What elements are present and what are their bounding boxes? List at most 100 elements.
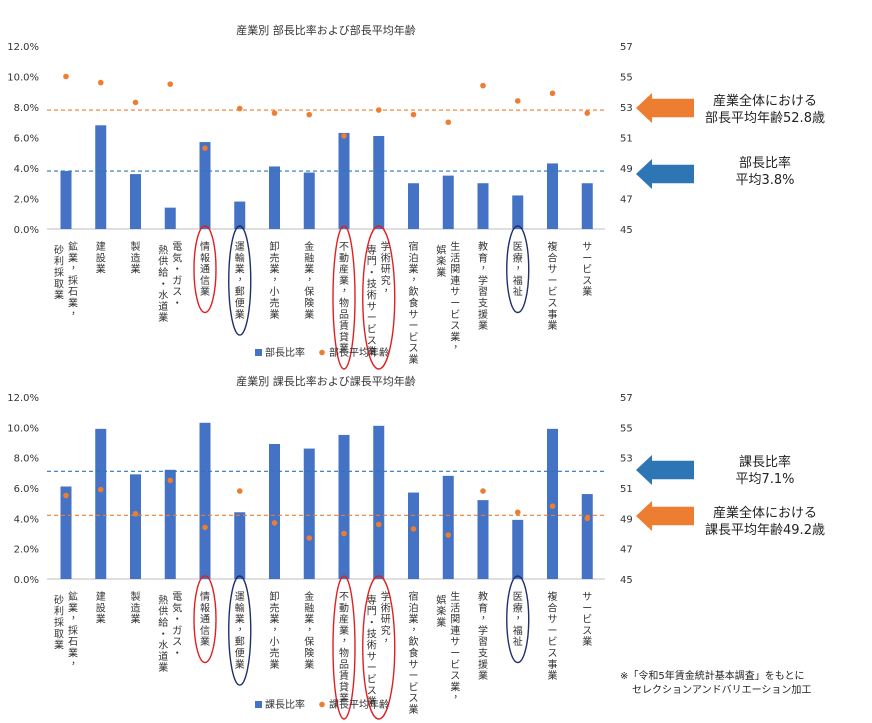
chart2-category-label-char: 業: [582, 635, 592, 648]
chart2-category-label-char: 賃: [339, 669, 349, 682]
chart2-age-dot: [167, 477, 174, 484]
chart2-category-label-char: ビ: [409, 681, 419, 693]
chart1-category-label-char: 術: [381, 251, 391, 264]
chart2-right-tick: 53: [620, 454, 633, 465]
chart2-category-label-char: ビ: [582, 614, 592, 626]
chart1-highlight-ellipse: [193, 225, 217, 314]
chart2-category-label-char: 便: [235, 647, 245, 660]
chart2-age-dot: [341, 530, 347, 537]
chart2-age-dot: [445, 532, 452, 538]
chart1-age-callout: 産業全体における 部長平均年齢52.8歳: [695, 93, 835, 127]
chart1-category-label-char: 連: [450, 274, 460, 287]
chart2-left-tick: 6.0%: [14, 484, 39, 495]
chart1-category-label: 鉱業，採石業，: [68, 240, 81, 317]
chart1-left-tick: 4.0%: [14, 164, 39, 175]
chart2-category-label-char: 支: [478, 648, 488, 660]
chart1-category-label-char: 療: [513, 251, 523, 264]
chart2-bar: [130, 474, 141, 579]
chart1-title: 産業別 部長比率および部長平均年齢: [236, 23, 416, 37]
chart1-highlight-ellipse: [332, 225, 356, 370]
chart1-right-tick: 49: [620, 164, 633, 175]
chart1-category-label-char: サ: [582, 241, 592, 253]
chart2-category-label: 電気・ガス・: [172, 591, 182, 660]
chart1-category-label-char: 鉱: [68, 240, 78, 253]
chart2-category-label-char: 業: [235, 613, 245, 626]
chart2-category-label-char: 学: [381, 590, 391, 603]
chart2-bar: [269, 444, 280, 579]
chart1-right-tick: 53: [620, 103, 633, 114]
chart2-bar: [512, 519, 524, 579]
chart2-bar: [338, 434, 350, 579]
chart2-category-label-char: 石: [68, 637, 78, 648]
chart1-category-label-char: 輸: [235, 251, 245, 264]
chart1-category-label-char: ス: [450, 321, 460, 332]
chart2-category-label-char: 関: [450, 614, 460, 626]
chart2-category-label-char: 売: [270, 601, 280, 614]
chart1-category-label: 電気・ガス・: [172, 241, 182, 310]
chart2-category-label-char: 熱: [158, 593, 168, 606]
chart1-age-callout-line1: 産業全体における: [712, 94, 817, 109]
chart1-category-label-char: 教: [478, 240, 488, 253]
chart1-highlight-ellipse: [362, 225, 396, 370]
chart1-category-label-char: ー: [409, 321, 419, 332]
chart2-bar: [199, 422, 211, 579]
chart1-category-label-char: 利: [54, 256, 64, 268]
chart2-age-dot: [375, 521, 382, 528]
chart2-category-label-char: 事: [548, 658, 558, 671]
chart2-category-label-char: 技: [367, 627, 377, 640]
chart1-category-label-char: ，: [238, 272, 248, 283]
chart2-category-label-char: 育: [478, 601, 488, 614]
chart1-category-label-char: 売: [270, 297, 280, 310]
chart2-bar: [373, 425, 385, 579]
chart1-highlight-ellipse: [228, 225, 252, 336]
chart1-bar: [373, 135, 385, 229]
chart1-category-label-char: 業: [68, 297, 78, 310]
chart1-category-label-char: 門: [367, 256, 377, 268]
chart1-category-label-char: ー: [450, 299, 460, 310]
chart1-category-label-char: 保: [304, 285, 314, 298]
chart2-category-label-char: 教: [478, 590, 488, 603]
chart2-left-tick: 10.0%: [7, 423, 39, 434]
chart1-category-label-char: 飲: [409, 285, 419, 298]
chart2-category-label-char: 連: [450, 624, 460, 637]
chart2-category-label-char: 金: [304, 590, 314, 603]
chart2-category-label-char: 福: [513, 624, 523, 637]
chart1-category-label-char: 供: [158, 255, 168, 268]
chart2-highlight-ellipse: [506, 575, 530, 664]
chart2-category-label-char: ス: [450, 671, 460, 682]
chart2-category-label: 建設業: [96, 590, 106, 626]
chart1-category-label-char: 業: [158, 311, 168, 324]
chart1-category-label-char: 業: [96, 263, 106, 276]
chart2-category-label-char: 道: [158, 650, 168, 663]
chart1-category-label-char: 業: [235, 308, 245, 321]
chart2-category-label-char: 信: [200, 625, 210, 637]
chart1-bar: [338, 132, 350, 229]
chart1-category-label-char: 貸: [339, 330, 349, 343]
chart1-category-label-char: 便: [235, 297, 245, 310]
chart2-bar: [95, 428, 107, 579]
chart1-category-label-char: 石: [68, 287, 78, 298]
chart2-age-arrow: [636, 501, 694, 531]
chart1-category-label-char: 業: [270, 263, 280, 276]
chart2-category-label-char: 祉: [513, 636, 523, 648]
chart2-category-label-char: 保: [304, 635, 314, 648]
chart2-category-label-char: 供: [158, 605, 168, 618]
chart1-category-label-char: ス: [582, 276, 592, 287]
chart2-bar: [164, 469, 176, 579]
chart1-category-label-char: 業: [200, 285, 210, 298]
chart2-age-dot: [236, 488, 243, 494]
chart1-category-label-char: 不: [339, 242, 349, 253]
chart1-category-label-char: 究: [381, 274, 391, 287]
chart2-age-dot: [97, 486, 104, 493]
chart2-category-label-char: 医: [513, 591, 523, 603]
chart2-bar: [60, 486, 72, 579]
chart1-category-label: 建設業: [96, 240, 106, 276]
chart2-age-dot: [63, 492, 69, 499]
chart2-category-label-char: 複: [548, 590, 558, 603]
chart1-category-label-char: 製: [131, 240, 141, 253]
